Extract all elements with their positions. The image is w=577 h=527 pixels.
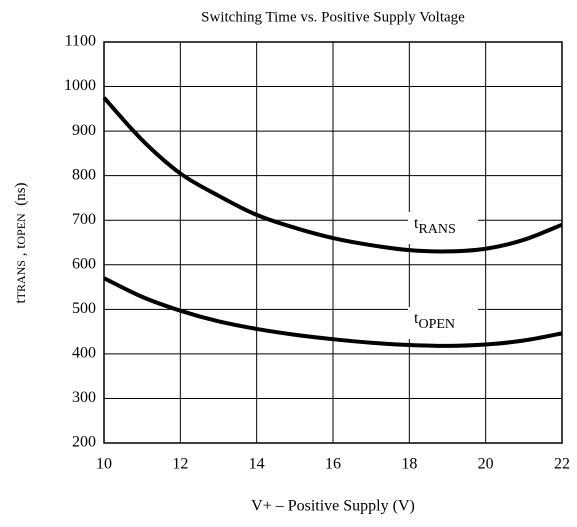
- label-text: t: [414, 310, 419, 327]
- y-tick-label: 1100: [65, 33, 96, 50]
- x-axis-label: V+ – Positive Supply (V): [251, 498, 415, 515]
- y-label-text: (ns): [13, 182, 29, 213]
- x-tick-label: 22: [554, 456, 570, 473]
- series-label: tRANS: [414, 215, 456, 238]
- plot-frame: [103, 41, 563, 444]
- y-label-text: t: [13, 299, 29, 304]
- chart-title: Switching Time vs. Positive Supply Volta…: [201, 9, 465, 25]
- y-label-subscript: OPEN: [14, 213, 28, 245]
- y-axis-label: tTRANS , tOPEN (ns): [13, 182, 29, 303]
- x-tick-label: 16: [325, 456, 341, 473]
- y-label-text: , t: [13, 244, 29, 260]
- line-series: [102, 96, 563, 254]
- y-tick-label: 300: [72, 389, 96, 406]
- label-subscript: OPEN: [418, 317, 455, 332]
- x-tick-label: 14: [249, 456, 265, 473]
- x-tick-label: 12: [172, 456, 188, 473]
- y-tick-label: 600: [72, 255, 96, 272]
- series-label: tOPEN: [414, 310, 455, 333]
- label-background: [408, 307, 478, 339]
- x-tick-label: 10: [96, 456, 112, 473]
- y-tick-label: 1000: [64, 77, 96, 94]
- y-tick-label: 400: [72, 345, 96, 362]
- line-series: [103, 276, 563, 348]
- y-label-subscript: TRANS: [14, 260, 28, 299]
- x-tick-label: 18: [401, 456, 417, 473]
- y-tick-label: 200: [72, 434, 96, 451]
- y-tick-label: 500: [72, 300, 96, 317]
- y-tick-label: 800: [72, 166, 96, 183]
- y-tick-label: 700: [72, 211, 96, 228]
- x-tick-label: 20: [478, 456, 494, 473]
- label-subscript: RANS: [418, 222, 455, 237]
- label-background: [408, 212, 478, 244]
- y-tick-label: 900: [72, 122, 96, 139]
- label-text: t: [414, 215, 419, 232]
